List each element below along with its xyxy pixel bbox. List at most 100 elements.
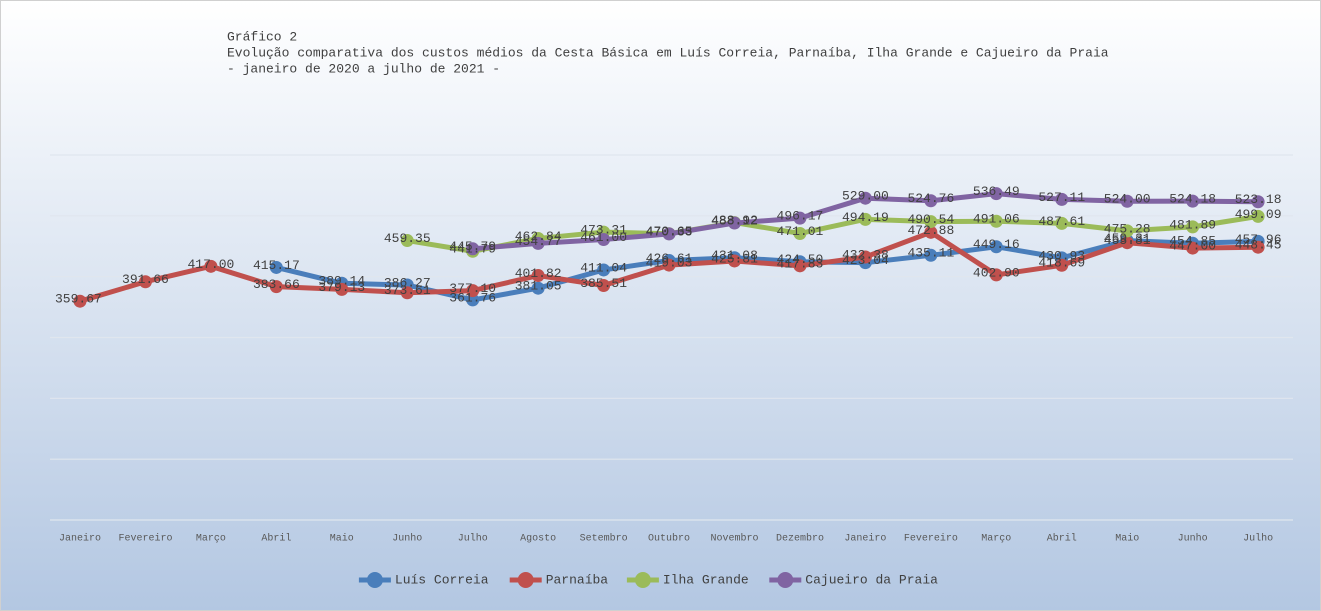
data-point — [1055, 258, 1069, 272]
data-label: 471.01 — [777, 224, 824, 239]
data-label: 529.00 — [842, 189, 889, 204]
data-point — [924, 225, 938, 239]
data-label: 373.61 — [384, 283, 431, 298]
x-tick-label: Maio — [1115, 533, 1139, 545]
data-point — [989, 240, 1003, 254]
legend-label: Luís Correia — [395, 572, 489, 587]
data-label: 391.66 — [122, 272, 169, 287]
data-point — [597, 278, 611, 292]
data-point — [924, 215, 938, 229]
data-label: 475.28 — [1104, 221, 1151, 236]
data-label: 499.09 — [1235, 207, 1282, 222]
data-point — [531, 281, 545, 295]
x-tick-label: Agosto — [520, 534, 556, 545]
data-point — [597, 233, 611, 247]
x-tick-label: Junho — [392, 533, 422, 545]
data-point — [858, 212, 872, 226]
data-label: 418.69 — [1038, 256, 1085, 271]
legend-label: Parnaíba — [546, 572, 609, 587]
data-label: 426.61 — [646, 251, 693, 266]
x-tick-label: Outubro — [648, 533, 690, 545]
data-label: 462.84 — [515, 229, 562, 244]
x-tick-label: Janeiro — [59, 533, 101, 545]
data-point — [1186, 220, 1200, 234]
data-label: 423.04 — [842, 253, 889, 268]
data-label: 377.10 — [449, 281, 496, 296]
data-label: 459.35 — [384, 231, 431, 246]
data-point — [531, 269, 545, 283]
data-point — [466, 293, 480, 307]
data-label: 419.03 — [646, 256, 693, 271]
chart-subtitle: Evolução comparativa dos custos médios d… — [227, 45, 1109, 60]
data-point — [400, 286, 414, 300]
data-label: 385.51 — [580, 276, 627, 291]
data-label: 386.27 — [384, 275, 431, 290]
data-point — [924, 194, 938, 208]
data-label: 454.77 — [515, 234, 562, 249]
data-label: 473.31 — [580, 223, 627, 238]
series-line — [406, 213, 1259, 254]
data-point — [1186, 241, 1200, 255]
data-point — [793, 259, 807, 273]
data-point — [728, 254, 741, 268]
data-point — [1186, 194, 1200, 208]
data-label: 524.00 — [1104, 192, 1151, 207]
data-point — [924, 248, 938, 262]
x-tick-label: Abril — [1047, 533, 1077, 545]
data-label: 424.50 — [777, 252, 824, 267]
data-label: 389.14 — [318, 274, 365, 289]
data-label: 472.88 — [907, 223, 954, 238]
data-label: 411.04 — [580, 260, 627, 275]
data-point — [597, 263, 611, 277]
data-label: 415.17 — [253, 258, 300, 273]
data-label: 417.00 — [187, 257, 234, 272]
legend-marker — [366, 572, 383, 588]
x-tick-label: Janeiro — [844, 533, 886, 545]
data-point — [989, 214, 1003, 228]
x-tick-label: Julho — [458, 533, 488, 545]
data-label: 447.00 — [1169, 239, 1216, 254]
data-label: 470.33 — [646, 224, 693, 239]
x-tick-label: Novembro — [710, 533, 758, 545]
data-label: 431.08 — [711, 248, 758, 263]
data-label: 488.92 — [711, 213, 758, 228]
data-label: 496.17 — [777, 209, 824, 224]
data-label: 470.65 — [646, 224, 693, 239]
data-label: 359.67 — [55, 292, 102, 307]
data-label: 457.96 — [1235, 232, 1282, 247]
data-point — [793, 211, 807, 225]
data-label: 401.82 — [515, 266, 562, 281]
data-point — [858, 191, 872, 205]
x-tick-label: Maio — [330, 533, 354, 545]
data-point — [662, 258, 676, 272]
x-tick-label: Março — [196, 534, 226, 545]
data-label: 523.18 — [1235, 192, 1282, 207]
data-label: 441.79 — [449, 242, 496, 257]
data-point — [138, 275, 152, 289]
x-tick-label: Março — [981, 534, 1011, 545]
data-label: 461.00 — [580, 230, 627, 245]
legend-marker — [777, 572, 794, 588]
data-point — [1251, 209, 1265, 223]
data-label: 524.18 — [1169, 192, 1216, 207]
data-label: 454.85 — [1169, 234, 1216, 249]
x-tick-label: Dezembro — [776, 533, 824, 545]
data-label: 490.54 — [907, 212, 954, 227]
data-label: 459.31 — [1104, 231, 1151, 246]
data-point — [400, 234, 414, 248]
data-label: 417.83 — [777, 256, 824, 271]
chart-subtitle: - janeiro de 2020 a julho de 2021 - — [227, 61, 500, 76]
data-point — [989, 268, 1003, 282]
data-point — [1120, 194, 1134, 208]
x-tick-label: Abril — [261, 533, 291, 545]
data-point — [1055, 192, 1069, 206]
legend-marker — [634, 572, 651, 588]
data-point — [662, 227, 676, 241]
data-point — [1251, 195, 1265, 209]
data-label: 435.11 — [907, 246, 954, 261]
chart-title: Gráfico 2 — [227, 29, 297, 44]
data-label: 494.19 — [842, 210, 889, 225]
data-point — [793, 226, 807, 240]
legend-marker — [517, 572, 534, 588]
